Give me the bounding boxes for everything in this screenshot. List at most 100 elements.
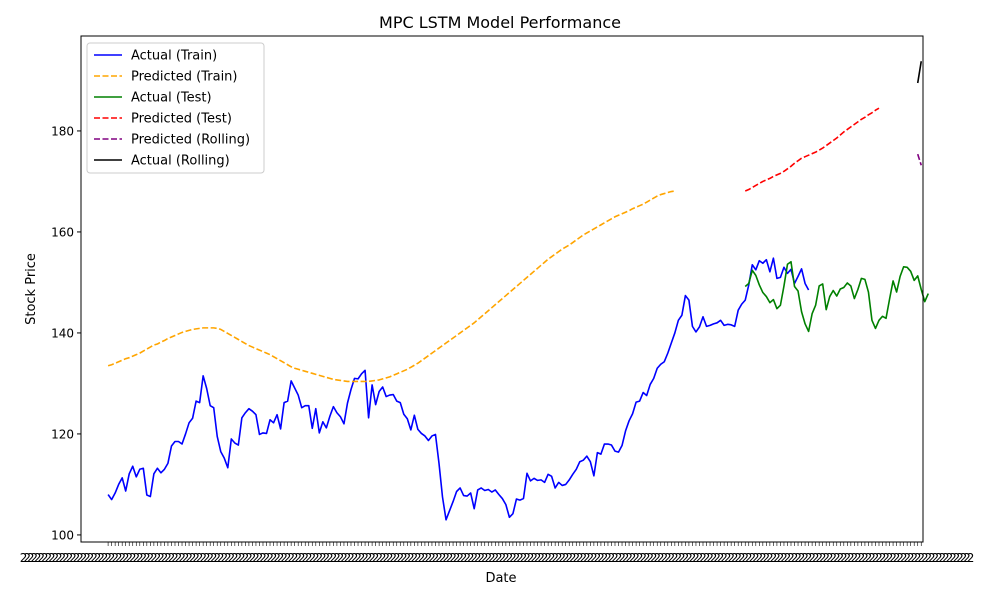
x-tick-label: 2 (706, 551, 714, 565)
x-tick-label: 2 (182, 551, 190, 565)
x-tick-label: 2 (928, 551, 936, 565)
x-tick-label: 2 (671, 551, 679, 565)
x-tick-label: 2 (326, 551, 334, 565)
x-tick-label: 2 (189, 551, 197, 565)
x-tick-label: 2 (55, 551, 63, 565)
x-tick-label: 2 (389, 551, 397, 565)
x-tick-label: 2 (569, 551, 577, 565)
x-tick-label: 2 (636, 551, 644, 565)
x-tick-label: 2 (439, 551, 447, 565)
x-tick-label: 2 (365, 551, 373, 565)
x-tick-label: 2 (284, 551, 292, 565)
x-tick-label: 2 (601, 551, 609, 565)
x-tick-label: 2 (657, 551, 665, 565)
x-tick-label: 2 (270, 551, 278, 565)
x-tick-label: 2 (418, 551, 426, 565)
series-line-actual-train (107, 257, 810, 521)
x-tick-label: 2 (220, 551, 228, 565)
x-tick-label: 2 (235, 551, 243, 565)
x-tick-label: 2 (755, 551, 763, 565)
x-tick-label: 2 (886, 551, 894, 565)
x-tick-label: 2 (90, 551, 98, 565)
x-tick-label: 2 (245, 551, 253, 565)
x-tick-label: 2 (576, 551, 584, 565)
x-tick-label: 2 (868, 551, 876, 565)
x-tick-label: 2 (37, 551, 45, 565)
x-tick-label: 2 (470, 551, 478, 565)
x-tick-label: 2 (298, 551, 306, 565)
x-tick-label: 2 (94, 551, 102, 565)
x-tick-label: 2 (611, 551, 619, 565)
x-tick-label: 2 (541, 551, 549, 565)
x-tick-label: 2 (682, 551, 690, 565)
x-tick-label: 2 (678, 551, 686, 565)
x-tick-label: 2 (815, 551, 823, 565)
x-tick-label: 2 (499, 551, 507, 565)
x-tick-label: 2 (713, 551, 721, 565)
x-tick-label: 2 (921, 551, 929, 565)
x-tick-label: 2 (330, 551, 338, 565)
x-tick-label: 2 (27, 551, 35, 565)
x-tick-label: 2 (249, 551, 257, 565)
x-tick-label: 2 (375, 551, 383, 565)
x-tick-label: 2 (414, 551, 422, 565)
x-tick-label: 2 (759, 551, 767, 565)
x-tick-label: 2 (347, 551, 355, 565)
x-tick-label: 2 (308, 551, 316, 565)
x-tick-label: 2 (664, 551, 672, 565)
x-tick-label: 2 (87, 551, 95, 565)
x-tick-label: 2 (139, 551, 147, 565)
legend-label: Actual (Train) (131, 49, 217, 64)
plot-area-frame (80, 35, 924, 543)
x-tick-label: 2 (840, 551, 848, 565)
x-tick-label: 2 (565, 551, 573, 565)
x-tick-label: 2 (703, 551, 711, 565)
x-tick-label: 2 (432, 551, 440, 565)
x-tick-label: 2 (491, 551, 499, 565)
x-tick-label: 2 (460, 551, 468, 565)
x-tick-label: 2 (301, 551, 309, 565)
x-tick-label: 2 (798, 551, 806, 565)
x-tick-label: 2 (263, 551, 271, 565)
x-tick-label: 2 (185, 551, 193, 565)
x-tick-label: 2 (62, 551, 70, 565)
legend-label: Predicted (Train) (131, 70, 238, 85)
series-line-predicted-rolling (916, 153, 923, 166)
x-tick-label: 2 (794, 551, 802, 565)
x-tick-label: 2 (48, 551, 56, 565)
y-tick-label: 100 (51, 528, 74, 542)
x-tick-label: 2 (41, 551, 49, 565)
x-tick-label: 2 (435, 551, 443, 565)
legend: Actual (Train) Predicted (Train) Actual (T… (86, 42, 265, 174)
x-tick-label: 2 (513, 551, 521, 565)
x-tick-label: 2 (168, 551, 176, 565)
x-tick-label: 2 (808, 551, 816, 565)
x-tick-label: 2 (396, 551, 404, 565)
x-tick-label: 2 (833, 551, 841, 565)
x-tick-label: 2 (319, 551, 327, 565)
x-tick-label: 2 (217, 551, 225, 565)
x-tick-label: 2 (164, 551, 172, 565)
x-tick-label: 2 (787, 551, 795, 565)
x-tick-label: 2 (393, 551, 401, 565)
x-tick-label: 2 (411, 551, 419, 565)
x-tick-label: 2 (97, 551, 105, 565)
x-tick-label: 2 (150, 551, 158, 565)
x-tick-label: 2 (551, 551, 559, 565)
x-tick-label: 2 (122, 551, 130, 565)
x-tick-label: 2 (20, 551, 28, 565)
x-tick-label: 2 (646, 551, 654, 565)
x-tick-label: 2 (132, 551, 140, 565)
x-tick-label: 2 (463, 551, 471, 565)
x-tick-label: 2 (456, 551, 464, 565)
x-tick-label: 2 (104, 551, 112, 565)
x-tick-label: 2 (361, 551, 369, 565)
x-tick-label: 2 (446, 551, 454, 565)
y-tick-label: 140 (51, 326, 74, 340)
x-tick-label: 2 (829, 551, 837, 565)
x-tick-label: 2 (203, 551, 211, 565)
x-tick-label: 2 (822, 551, 830, 565)
x-tick-label: 2 (587, 551, 595, 565)
x-tick-label: 2 (101, 551, 109, 565)
x-tick-label: 2 (692, 551, 700, 565)
